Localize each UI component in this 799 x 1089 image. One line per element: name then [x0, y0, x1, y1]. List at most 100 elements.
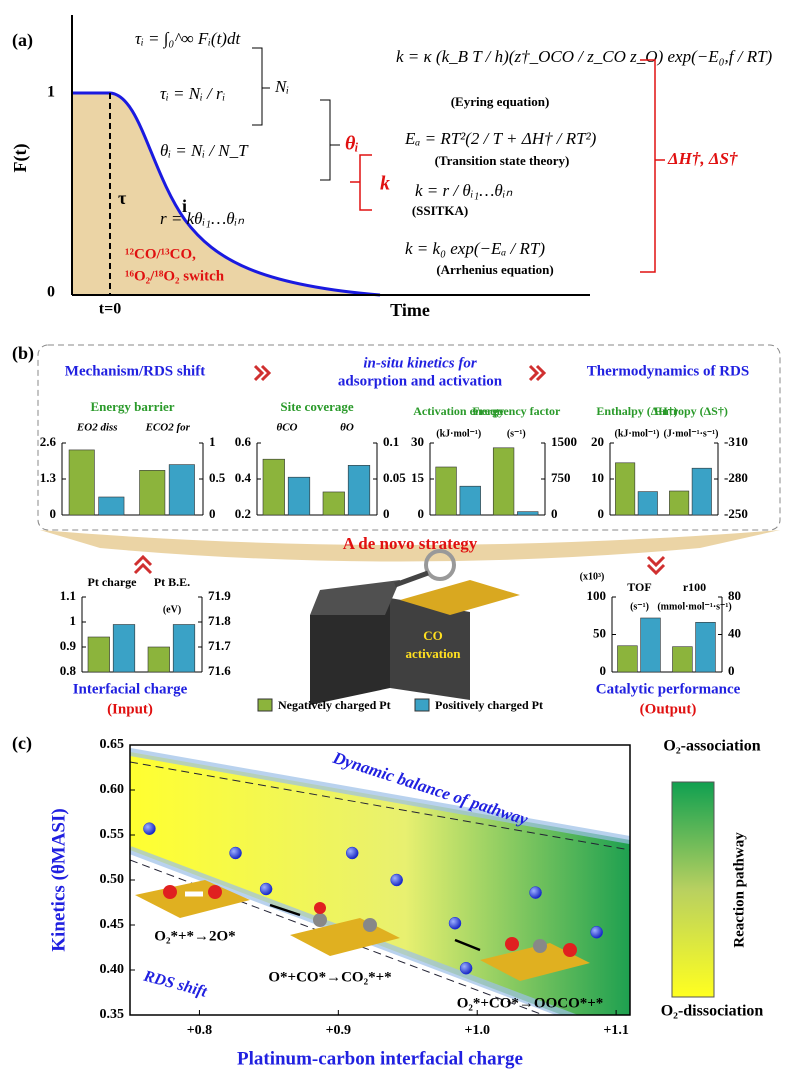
bar [672, 646, 693, 673]
y-tick-label: 71.9 [208, 588, 231, 603]
area [72, 93, 380, 295]
eq-caption: (Transition state theory) [435, 153, 570, 168]
bar [695, 622, 716, 673]
decay-curve [72, 91, 381, 297]
output-title: Catalytic performance [596, 681, 741, 697]
input-sub: (Input) [107, 701, 153, 717]
tau-label: τ [118, 188, 127, 208]
bar [435, 466, 457, 516]
panel-label: (a) [12, 30, 33, 51]
x-tick-label: +0.8 [187, 1023, 212, 1038]
unit-label: (J·mol⁻¹·s⁻¹) [664, 428, 719, 439]
box-text: CO [423, 628, 443, 643]
top-label: O₂-association [663, 738, 760, 755]
y-tick-label: 0.40 [100, 962, 125, 977]
bar [112, 624, 136, 673]
strategy: A de novo strategy [343, 534, 478, 553]
bar [615, 462, 636, 516]
y-tick-label: 0 [383, 506, 390, 521]
y-tick-label: 0.1 [383, 434, 399, 449]
banner [40, 530, 780, 562]
chart-title: Energy barrier [90, 399, 174, 414]
bar [691, 467, 712, 516]
y-tick-label: 71.7 [208, 638, 231, 653]
category-label: Activation energy [413, 404, 504, 418]
rds-label: RDS shift [141, 967, 209, 1001]
t0-label: t=0 [99, 301, 121, 318]
legend-swatch [414, 698, 430, 712]
y-tick-label: 71.8 [208, 613, 231, 628]
bar [617, 645, 638, 673]
y-tick-label: 0.55 [100, 827, 125, 842]
step-label: O₂*+*→2O* [154, 928, 235, 944]
header: in-situ kinetics for [363, 355, 477, 371]
bracket [350, 154, 372, 211]
eq-caption: (Eyring equation) [451, 94, 550, 109]
equation: τᵢ = ∫₀^∞ Fᵢ(t)dt [135, 29, 241, 49]
eq-caption: (SSITKA) [412, 203, 468, 218]
y-tick-label: 0.60 [100, 782, 125, 797]
output-sub: (Output) [640, 701, 697, 717]
y-tick-label: 0.4 [235, 470, 252, 485]
y-tick-label: 0 [600, 663, 607, 678]
eq-caption: (Arrhenius equation) [436, 262, 553, 277]
category-label: Frequency factor [472, 404, 561, 418]
category-label: EO2 diss [76, 422, 118, 434]
i-label: i [182, 196, 187, 216]
bar [68, 449, 95, 516]
data-point [459, 961, 473, 975]
y-tick-label: 0 [47, 284, 55, 301]
panel-label: (c) [12, 733, 32, 754]
y-tick-label: -280 [724, 470, 748, 485]
x-tick-label: +1.0 [464, 1023, 489, 1038]
y-tick-label: 0.50 [100, 872, 125, 887]
y-tick-label: 0 [728, 663, 735, 678]
y-tick-label: 50 [593, 625, 606, 640]
y-tick-label: 0.65 [100, 737, 125, 752]
data-point [529, 886, 542, 899]
category-label: r100 [683, 580, 706, 594]
y-tick-label: 10 [591, 470, 604, 485]
y-tick-label: 0.2 [235, 506, 251, 521]
y-tick-label: 1.1 [60, 588, 76, 603]
y-tick-label: 1.3 [40, 470, 57, 485]
data-point [259, 882, 273, 896]
equation: k = r / θᵢ₁…θᵢₙ [415, 181, 512, 200]
bracket [252, 47, 270, 126]
bar [637, 491, 658, 516]
unit-label: (kJ·mol⁻¹) [436, 428, 481, 439]
bar [168, 464, 195, 516]
legend-label: Negatively charged Pt [278, 698, 391, 712]
equation: k = k₀ exp(−Eₐ / RT) [405, 239, 545, 258]
y-tick-label: 71.6 [208, 663, 231, 678]
data-point [229, 846, 242, 860]
y-tick-label: 1 [47, 84, 55, 101]
n-i: Nᵢ [274, 77, 289, 96]
data-point [448, 916, 462, 930]
switch-label: ¹²CO/¹³CO, [125, 246, 196, 262]
category-label: θCO [277, 422, 298, 434]
y-tick-label: 40 [728, 625, 741, 640]
bracket [640, 59, 665, 273]
unit-label: (eV) [163, 604, 181, 615]
equation: r = kθᵢ₁…θᵢₙ [160, 209, 244, 228]
strategy-box [37, 344, 781, 531]
data-point [345, 846, 359, 860]
input-title: Interfacial charge [73, 681, 188, 697]
x-tick-label: +0.9 [326, 1023, 351, 1038]
bar [669, 490, 690, 516]
y-tick-label: 100 [587, 588, 607, 603]
y-tick-label: 0 [551, 506, 558, 521]
unit-label: (mmol·mol⁻¹·s⁻¹) [657, 601, 731, 612]
bar [262, 458, 285, 516]
band-edge [130, 761, 630, 851]
bar [172, 624, 196, 673]
bar [640, 617, 661, 673]
y-tick-label: 0.5 [209, 470, 226, 485]
bar [98, 496, 125, 516]
step-label: O*+CO*→CO₂*+* [268, 969, 391, 985]
k-label: k [380, 173, 390, 195]
panel-b: (b) Mechanism/RDS shift in-situ kinetics… [12, 343, 781, 717]
legend-swatch [257, 698, 273, 712]
